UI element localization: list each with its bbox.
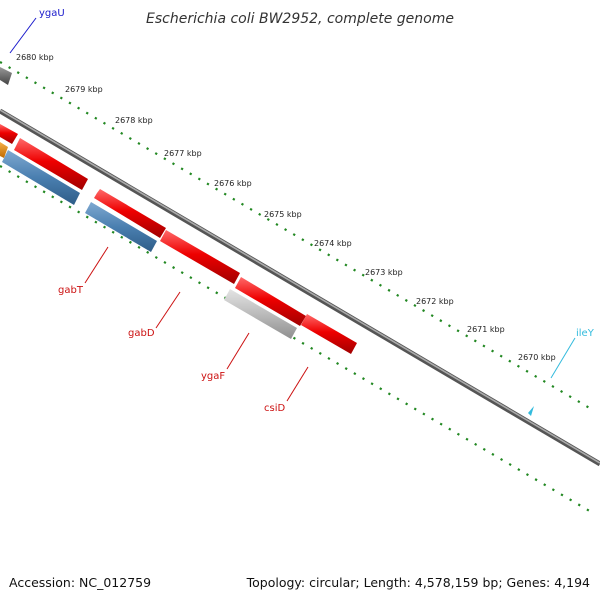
genome-summary-text: Topology: circular; Length: 4,578,159 bp… <box>246 575 590 590</box>
tick-label: 2679 kbp <box>65 85 103 94</box>
leader-ygaU <box>9 17 37 54</box>
gene-label-ileY: ileY <box>576 328 595 339</box>
gene-orange <box>0 142 8 158</box>
tick-label: 2675 kbp <box>264 210 302 219</box>
gene-reverse-gabT <box>85 202 157 252</box>
gene-ygaU-arrow <box>0 67 12 85</box>
gene-forward-4 <box>235 277 306 326</box>
tick-labels: 2680 kbp 2679 kbp 2678 kbp 2677 kbp 2676… <box>16 53 556 362</box>
gene-reverse-1 <box>2 150 80 205</box>
tick-label: 2678 kbp <box>115 116 153 125</box>
leader-gabT <box>84 246 109 284</box>
gene-forward-1 <box>0 124 18 144</box>
genome-backbone <box>0 108 600 467</box>
leader-ygaF <box>226 332 250 370</box>
tick-label: 2673 kbp <box>365 268 403 277</box>
gene-label-ygaF: ygaF <box>201 371 225 382</box>
leader-csiD <box>286 366 309 402</box>
gene-ileY-marker <box>528 406 534 416</box>
gene-label-ygaU: ygaU <box>39 8 65 19</box>
tick-label: 2670 kbp <box>518 353 556 362</box>
gene-label-gabT: gabT <box>58 285 84 296</box>
gene-label-gabD: gabD <box>128 328 155 339</box>
outer-ruler <box>0 61 594 411</box>
gene-forward-3 <box>160 230 240 284</box>
accession-text: Accession: NC_012759 <box>9 575 152 590</box>
gene-forward-csiD <box>301 314 357 354</box>
gene-pseudo-ygaF <box>224 289 297 339</box>
gene-forward-gabD <box>94 189 166 238</box>
tick-label: 2674 kbp <box>314 239 352 248</box>
tick-label: 2676 kbp <box>214 179 252 188</box>
tick-label: 2672 kbp <box>416 297 454 306</box>
leader-gabD <box>155 291 181 329</box>
gene-label-csiD: csiD <box>264 403 285 414</box>
tick-label: 2671 kbp <box>467 325 505 334</box>
map-title: Escherichia coli BW2952, complete genome <box>146 11 454 27</box>
tick-label: 2680 kbp <box>16 53 54 62</box>
genome-backbone-highlight <box>0 109 600 464</box>
leader-ileY <box>550 337 576 379</box>
gene-forward-2 <box>14 138 88 190</box>
tick-label: 2677 kbp <box>164 149 202 158</box>
